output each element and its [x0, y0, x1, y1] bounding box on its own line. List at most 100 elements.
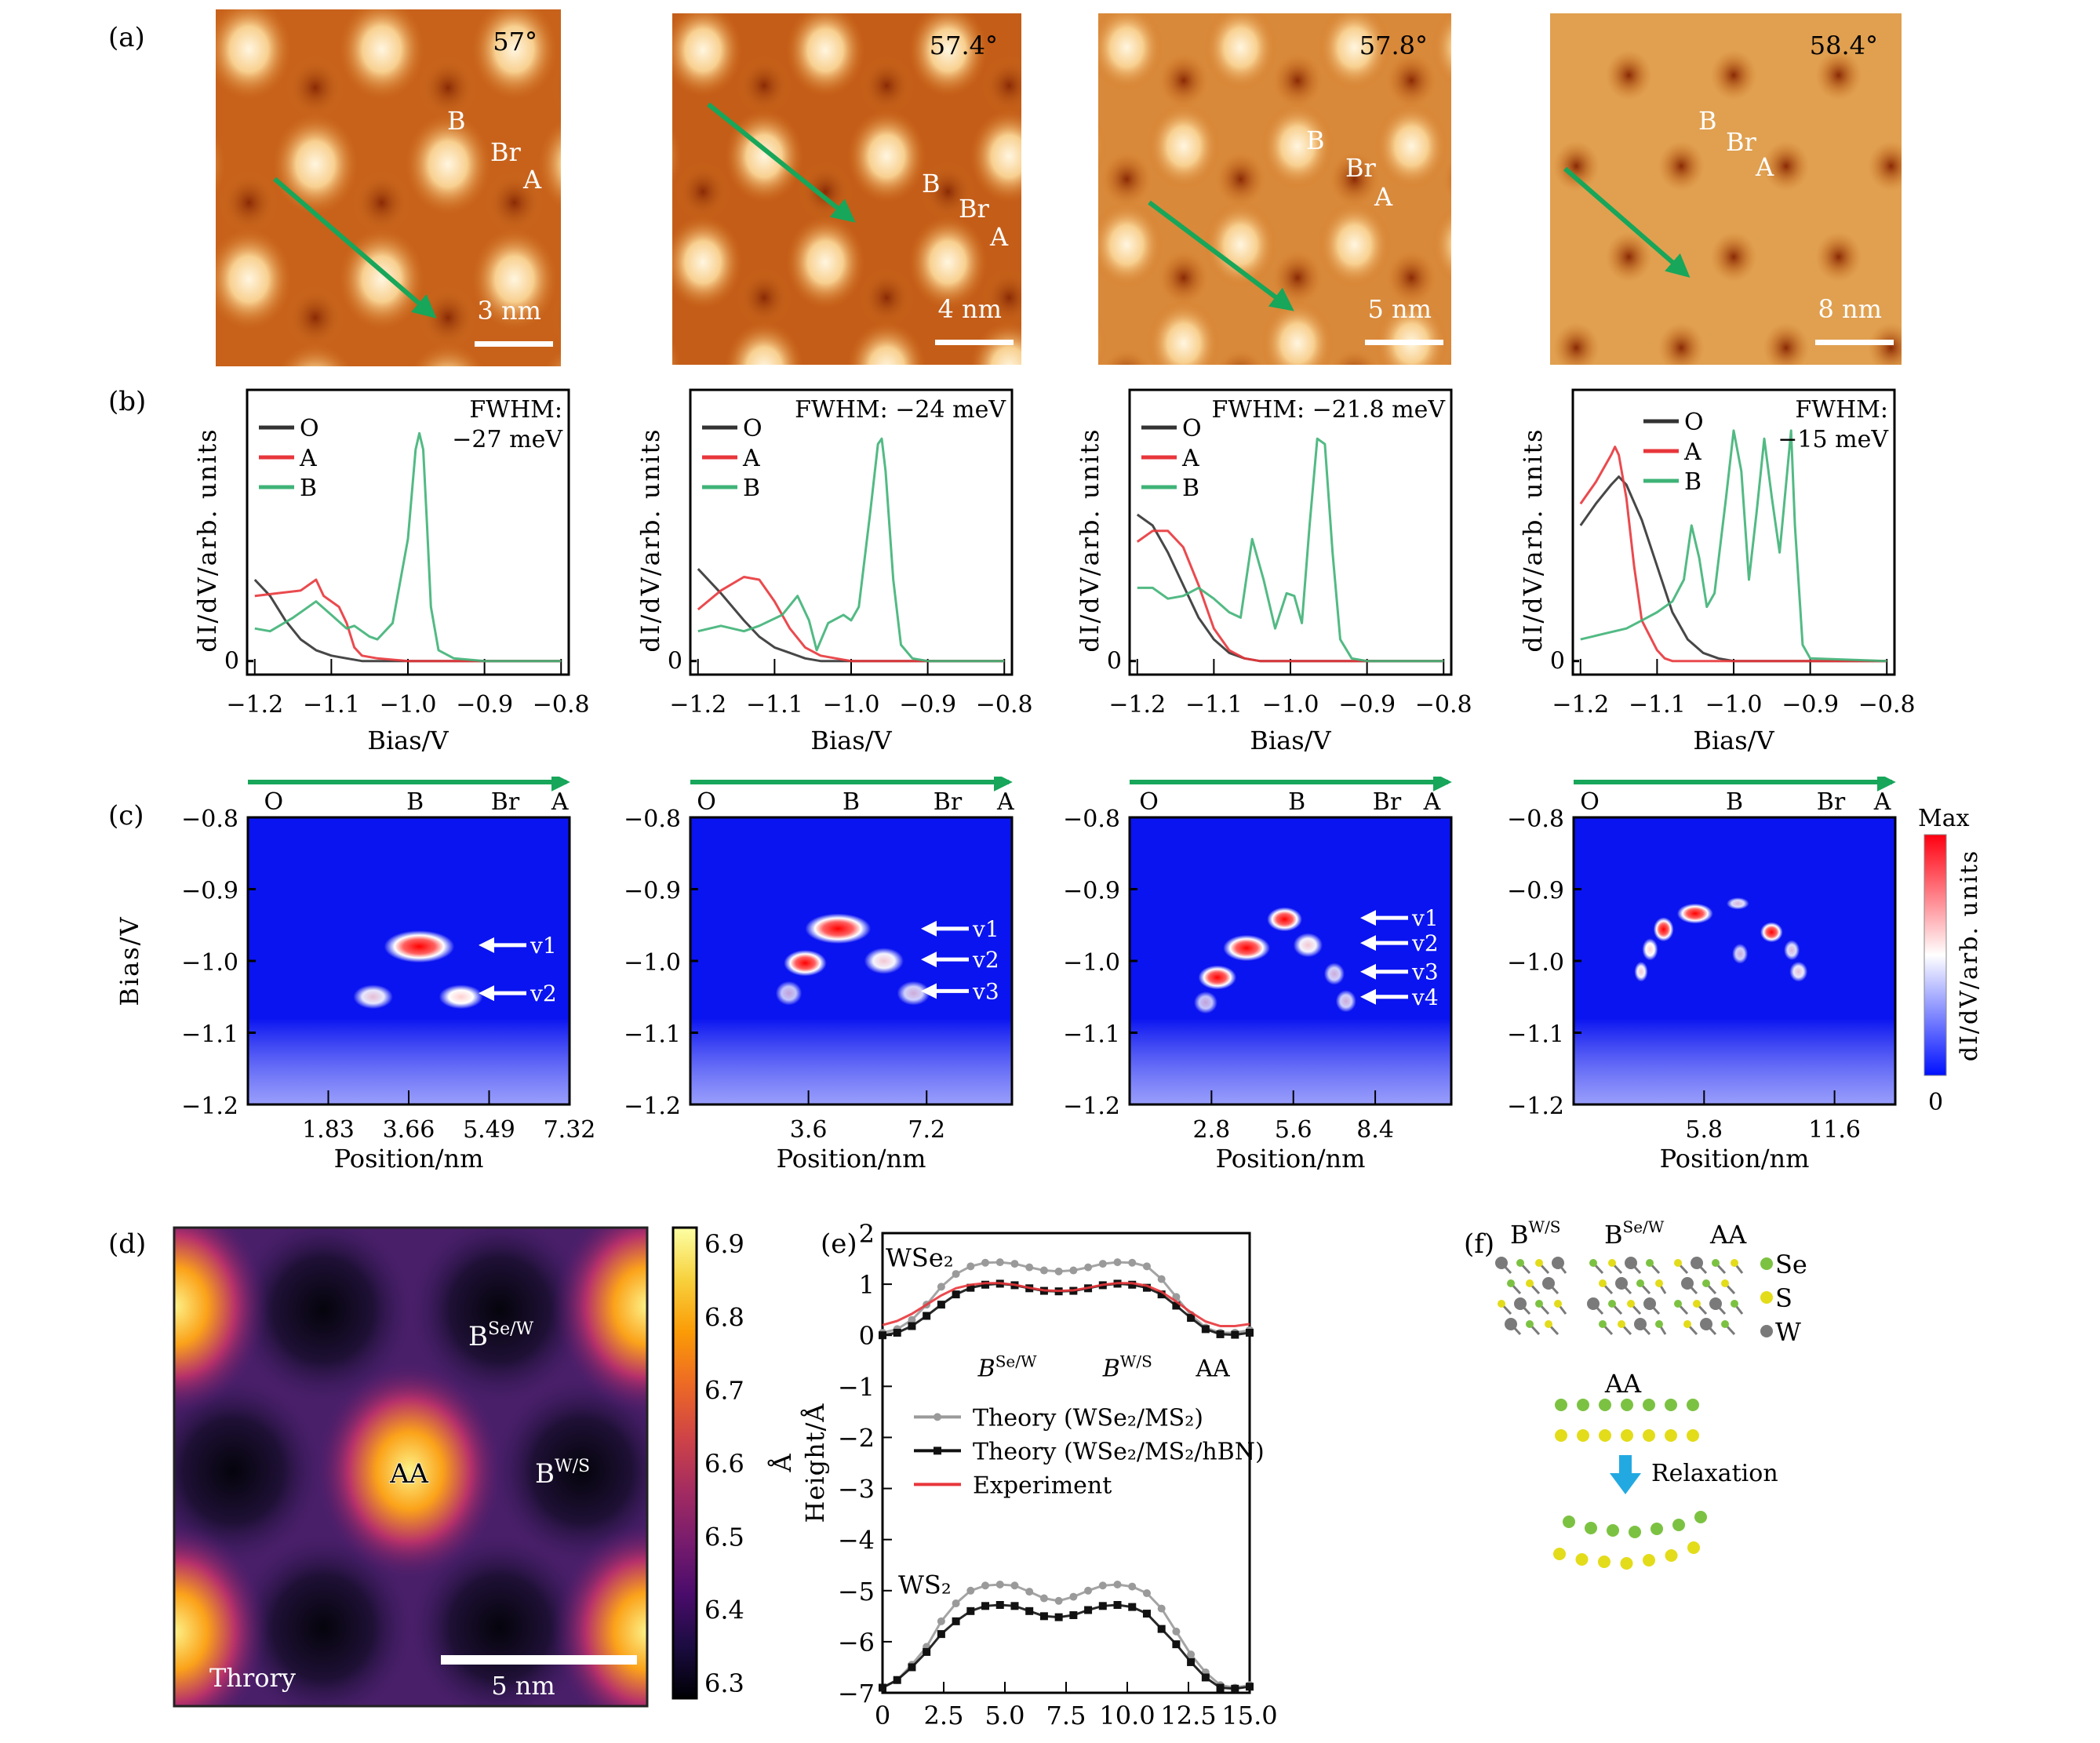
site-label: Br — [490, 137, 522, 167]
y-tick-label: −1.0 — [1063, 949, 1120, 977]
moire-dark-spot — [1763, 322, 1810, 365]
x-tick-label: −0.9 — [1338, 691, 1396, 719]
atom — [1731, 1300, 1738, 1308]
s-atom-relaxed — [1643, 1554, 1655, 1567]
bright-aa-site — [174, 1228, 268, 1416]
site-label-aa: AA — [1195, 1355, 1230, 1382]
spectrum-line-O — [253, 578, 562, 663]
profile-marker — [937, 1630, 945, 1639]
moire-dark-spot — [1763, 0, 1809, 9]
atom — [1505, 1318, 1517, 1330]
moire-dark-spot — [859, 268, 914, 328]
profile-marker — [893, 1328, 901, 1337]
atom — [1681, 1277, 1694, 1290]
y-tick-label: −6 — [838, 1628, 875, 1657]
moire-dark-spot — [418, 286, 478, 350]
moire-bright-spot — [1147, 300, 1221, 365]
y-tick-label: −4 — [838, 1526, 875, 1556]
profile-marker — [1157, 1290, 1166, 1299]
site-label: B — [1726, 788, 1743, 816]
moire-bright-spot — [1318, 201, 1392, 289]
x-tick-label: −1.0 — [380, 691, 437, 719]
atom — [1552, 1257, 1564, 1269]
moire-dark-spot — [551, 64, 561, 111]
s-atom — [1599, 1429, 1611, 1442]
moire-dark-spot — [982, 56, 1021, 115]
atom — [1599, 1279, 1607, 1287]
moire-bright-spot — [672, 339, 681, 365]
moire-bright-spot — [1374, 300, 1448, 365]
scale-bar-label: 5 nm — [1368, 294, 1432, 324]
site-label: Br — [1373, 788, 1402, 816]
spectrum-chart: −1.2 −1.1 −1.0 −0.9 −0.8 0 Bias/V dI/dV/arb. un… — [1518, 388, 1916, 755]
moire-dark-spot — [1553, 140, 1600, 191]
twist-angle-label: 58.4° — [1810, 31, 1878, 60]
moire-dark-spot — [551, 294, 561, 341]
se-atom-relaxed — [1651, 1523, 1663, 1535]
atom — [1587, 1297, 1600, 1310]
y-tick-label: −1 — [838, 1372, 875, 1402]
atom — [1535, 1259, 1543, 1267]
se-atom-relaxed — [1672, 1519, 1685, 1531]
profile-marker — [1172, 1301, 1181, 1310]
moire-dark-spot — [618, 0, 676, 5]
dark-site — [233, 1534, 413, 1706]
atom — [1655, 1279, 1663, 1287]
moire-bright-spot — [216, 133, 225, 196]
layer-label-bottom: WS₂ — [898, 1570, 952, 1599]
x-tick-label: −0.8 — [976, 691, 1033, 719]
structure-label: AA — [1709, 1220, 1747, 1250]
profile-marker — [1142, 1262, 1151, 1271]
fwhm-annotation: −15 meV — [1778, 426, 1889, 453]
site-label: B — [447, 106, 466, 136]
x-axis-label: Bias/V — [1693, 726, 1774, 755]
colorbar-tick-label: 6.3 — [704, 1668, 744, 1698]
moire-dark-spot — [153, 286, 211, 349]
map-hotspot — [1642, 938, 1658, 961]
moire-bright-spot — [74, 229, 158, 330]
moire-dark-spot — [2078, 322, 2100, 373]
se-atom-relaxed — [1563, 1516, 1575, 1528]
moire-bright-spot — [1432, 13, 1451, 86]
profile-marker — [1128, 1582, 1137, 1591]
moire-dark-spot — [737, 268, 792, 328]
profile-marker — [995, 1258, 1004, 1267]
y-tick-label: −1.2 — [624, 1093, 681, 1120]
y-tick-label: −1.1 — [181, 1021, 238, 1049]
profile-marker — [966, 1283, 975, 1292]
legend-atom-s — [1760, 1291, 1773, 1304]
x-tick-label: 3.6 — [790, 1116, 828, 1144]
x-tick-label: 5.6 — [1275, 1116, 1312, 1144]
y-axis-label: Height/Å — [800, 1403, 830, 1523]
y-tick-label: −0.9 — [1063, 878, 1120, 905]
site-label: A — [1423, 788, 1441, 816]
map-hotspot — [897, 981, 930, 1006]
legend-label: Theory (WSe₂/MS₂/hBN) — [973, 1438, 1265, 1465]
profile-marker — [981, 1602, 990, 1610]
moire-dark-spot — [676, 0, 730, 9]
bias-map-chart: −0.8 −0.9 −1.0 −1.1 −1.2 1.83 3.66 5.49 7.32 Posi… — [115, 777, 595, 1174]
profile-marker — [1098, 1602, 1107, 1610]
structure-label: BW/S — [1510, 1217, 1561, 1250]
profile-marker — [923, 1647, 931, 1656]
site-label: A — [1755, 152, 1774, 182]
y-axis-label: dI/dV/arb. units — [1075, 428, 1105, 652]
spectrum-chart: −1.2 −1.1 −1.0 −0.9 −0.8 0 Bias/V dI/dV/arb. un… — [192, 388, 590, 755]
bright-aa-site — [315, 1361, 504, 1581]
s-atom — [1687, 1429, 1699, 1442]
moire-bright-spot — [216, 228, 292, 330]
panel-label-f: (f) — [1464, 1228, 1495, 1260]
profile-marker — [995, 1601, 1004, 1610]
x-tick-label: −1.2 — [1108, 691, 1166, 719]
relaxation-arrow-icon — [1610, 1455, 1641, 1494]
map-hotspot — [384, 930, 455, 963]
y-tick-label: 0 — [224, 648, 239, 675]
map-hotspot — [1653, 917, 1674, 942]
legend-marker — [934, 1446, 941, 1455]
fwhm-annotation: FWHM: — [469, 396, 562, 424]
s-atom-relaxed — [1553, 1548, 1566, 1560]
moire-bright-spot — [1374, 103, 1448, 190]
site-label: Br — [1817, 788, 1846, 816]
profile-marker — [1128, 1603, 1137, 1611]
